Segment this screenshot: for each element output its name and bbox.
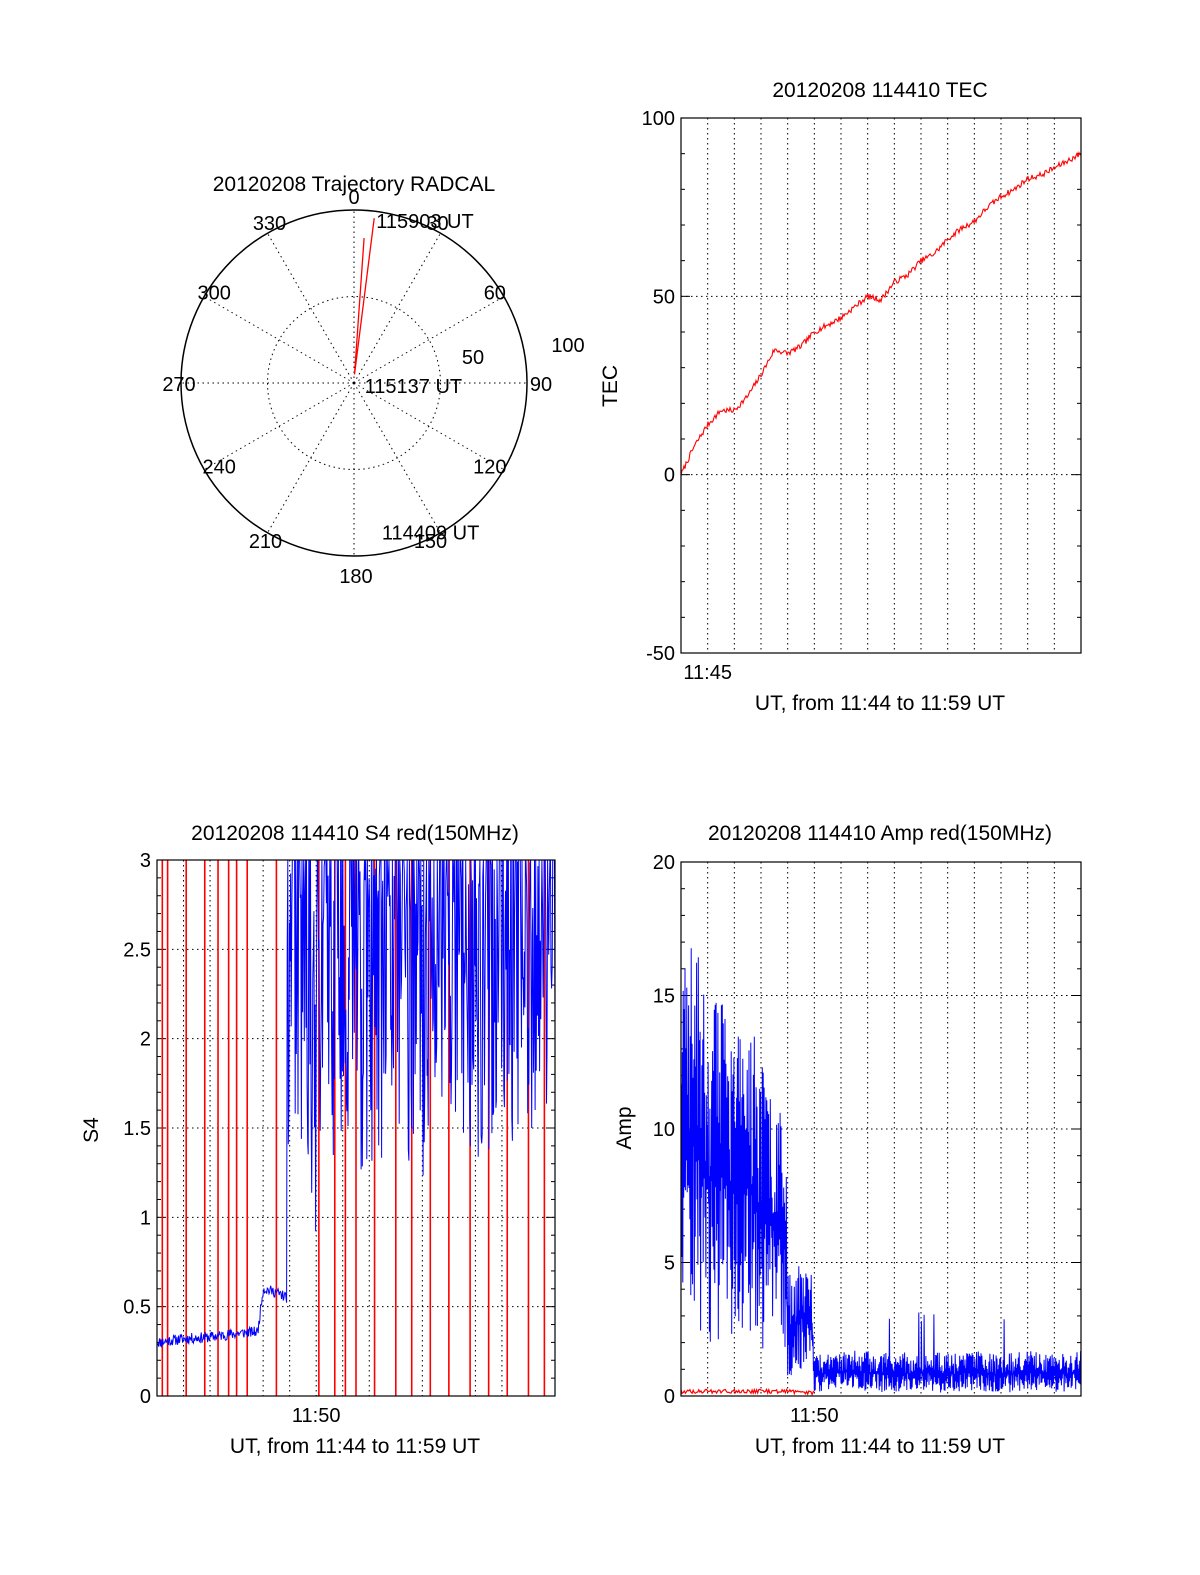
trajectory-line (353, 218, 375, 375)
amp-xlabel: UT, from 11:44 to 11:59 UT (755, 1435, 1005, 1458)
amp-series-line (680, 948, 1082, 1393)
x-tick-label: 11:45 (683, 662, 732, 684)
polar-angle-label: 240 (202, 457, 235, 479)
y-tick-label: 0 (664, 465, 675, 487)
amp-plot: 20120208 114410 Amp red(150MHz) UT, from… (613, 822, 1082, 1458)
polar-title: 20120208 Trajectory RADCAL (213, 173, 496, 196)
y-tick-label: 0 (140, 1386, 151, 1408)
polar-spoke (203, 296, 355, 384)
trajectory-polar-plot: 20120208 Trajectory RADCAL 0 30 60 90 120 150… (162, 173, 584, 588)
y-tick-label: 3 (140, 850, 151, 872)
polar-spoke (267, 232, 355, 384)
polar-angle-label: 300 (197, 283, 230, 305)
trajectory-annotation: 115137 UT (365, 376, 462, 398)
amp-ylabel: Amp (613, 1106, 636, 1149)
polar-angle-label: 330 (253, 213, 286, 235)
y-tick-label: 2 (140, 1029, 151, 1051)
y-tick-label: 50 (653, 286, 675, 308)
tec-xlabel: UT, from 11:44 to 11:59 UT (755, 692, 1005, 715)
x-tick-label: 11:50 (292, 1405, 341, 1427)
y-tick-label: 15 (653, 986, 675, 1008)
y-tick-label: 0 (664, 1386, 675, 1408)
polar-angle-label: 90 (530, 374, 552, 396)
polar-angle-label: 210 (249, 531, 282, 553)
y-tick-label: 10 (653, 1119, 675, 1141)
y-tick-label: 1 (140, 1207, 151, 1229)
y-tick-label: -50 (646, 643, 675, 665)
s4-title: 20120208 114410 S4 red(150MHz) (191, 822, 519, 845)
tec-title: 20120208 114410 TEC (772, 79, 987, 102)
s4-plot: 20120208 114410 S4 red(150MHz) UT, from … (80, 822, 556, 1458)
s4-ylabel: S4 (80, 1117, 103, 1143)
polar-angle-label: 270 (162, 374, 195, 396)
y-tick-label: 1.5 (123, 1118, 151, 1140)
x-tick-label: 11:50 (790, 1405, 839, 1427)
polar-angle-label: 150 (414, 531, 447, 553)
plot-frame (680, 117, 1082, 654)
y-tick-label: 0.5 (123, 1297, 151, 1319)
polar-spoke (267, 382, 355, 534)
s4-xlabel: UT, from 11:44 to 11:59 UT (230, 1435, 480, 1458)
tec-plot: 20120208 114410 TEC UT, from 11:44 to 11… (599, 79, 1082, 715)
polar-spoke (353, 382, 441, 534)
trajectory-annotation: 115903 UT (376, 211, 473, 233)
polar-angle-label: 0 (348, 187, 359, 209)
polar-outer-circle (180, 209, 528, 557)
polar-spoke (353, 382, 505, 470)
y-tick-label: 2.5 (123, 939, 151, 961)
polar-spoke (353, 296, 505, 384)
polar-radius-label: 100 (551, 335, 584, 357)
polar-angle-label: 180 (339, 566, 372, 588)
polar-spoke (353, 232, 441, 384)
plot-frame (156, 859, 556, 1397)
trajectory-annotation: 114409 UT (382, 523, 479, 545)
amp-title: 20120208 114410 Amp red(150MHz) (708, 822, 1052, 845)
polar-radius-label: 50 (462, 347, 484, 369)
amp-red-series-line (680, 1387, 815, 1397)
s4-series-line (156, 859, 556, 1348)
polar-angle-label: 30 (426, 213, 448, 235)
y-tick-label: 100 (642, 108, 675, 130)
tec-ylabel: TEC (599, 365, 622, 407)
y-tick-label: 5 (664, 1253, 675, 1275)
plot-frame (680, 861, 1082, 1397)
y-tick-label: 20 (653, 852, 675, 874)
polar-angle-label: 60 (484, 283, 506, 305)
polar-spoke (203, 382, 355, 470)
tec-series-line (680, 151, 1082, 477)
polar-angle-label: 120 (473, 457, 506, 479)
